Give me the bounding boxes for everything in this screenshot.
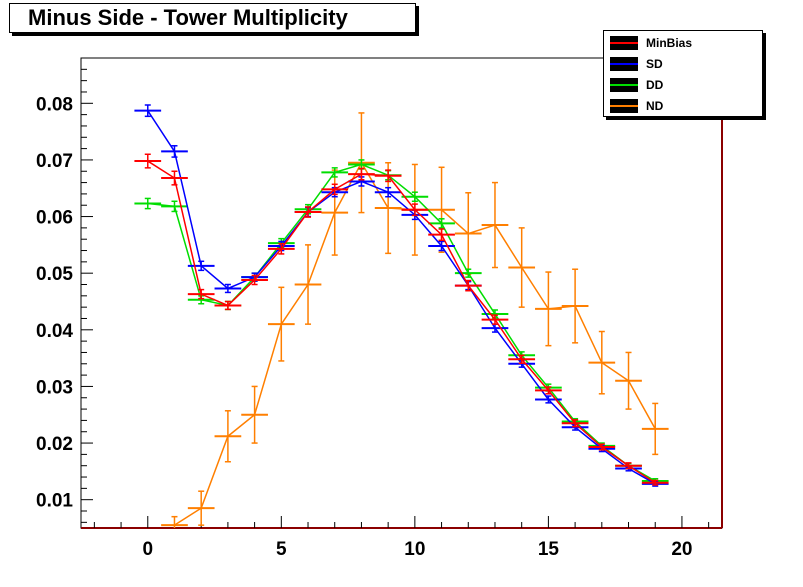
x-tick-label: 0	[142, 539, 153, 560]
legend-label: DD	[646, 78, 664, 92]
series-line	[147, 163, 656, 482]
series-line	[147, 160, 656, 484]
y-tick-label: 0.01	[36, 491, 73, 512]
legend-swatch	[610, 99, 638, 113]
series-sd	[134, 104, 669, 487]
y-tick-label: 0.07	[36, 151, 73, 172]
legend-label: MinBias	[646, 36, 693, 50]
x-tick-label: 10	[404, 539, 425, 560]
y-tick-label: 0.04	[36, 321, 73, 342]
legend-swatch	[610, 36, 638, 50]
legend-label: SD	[646, 57, 663, 71]
plot-frame	[80, 57, 723, 529]
y-tick-label: 0.08	[36, 94, 73, 115]
legend-item-dd: DD	[610, 77, 663, 93]
x-tick-label: 20	[671, 539, 692, 560]
y-tick-label: 0.03	[36, 377, 73, 398]
y-tick-label: 0.02	[36, 434, 73, 455]
series-nd	[161, 112, 669, 528]
legend: MinBias SD DD ND	[603, 30, 763, 117]
legend-label: ND	[646, 99, 664, 113]
x-tick-label: 5	[276, 539, 287, 560]
x-tick-label: 15	[538, 539, 560, 560]
series-minbias	[134, 153, 669, 486]
legend-swatch	[610, 78, 638, 92]
legend-item-sd: SD	[610, 56, 663, 72]
chart-title-box: Minus Side - Tower Multiplicity	[9, 3, 416, 33]
chart-title: Minus Side - Tower Multiplicity	[28, 5, 348, 30]
y-tick-label: 0.05	[36, 264, 73, 285]
legend-item-nd: ND	[610, 98, 663, 114]
legend-item-minbias: MinBias	[610, 35, 692, 51]
legend-swatch	[610, 57, 638, 71]
y-tick-label: 0.06	[36, 208, 73, 229]
